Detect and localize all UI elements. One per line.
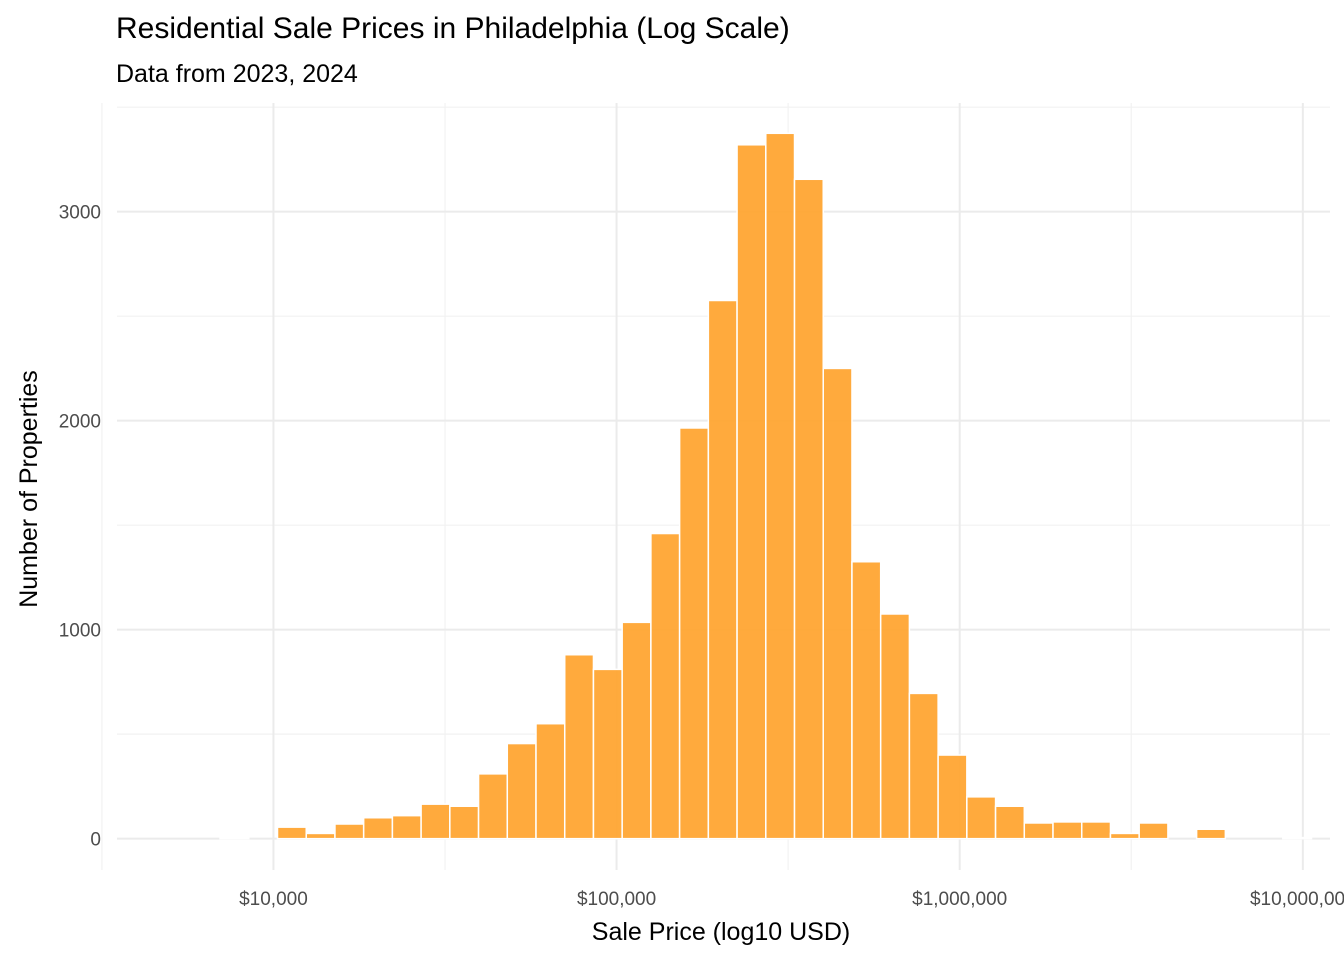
histogram-bar bbox=[276, 826, 307, 840]
histogram-bar bbox=[535, 722, 566, 840]
histogram-bar bbox=[305, 832, 336, 840]
chart-subtitle: Data from 2023, 2024 bbox=[116, 60, 358, 88]
y-axis-ticks: 0 1000 2000 3000 bbox=[59, 203, 101, 851]
x-tick-label: $10,000 bbox=[239, 889, 308, 910]
y-tick-label: 2000 bbox=[59, 412, 101, 433]
histogram-bar bbox=[477, 773, 509, 840]
histogram-bar bbox=[966, 796, 997, 840]
histogram-bar bbox=[765, 132, 796, 840]
histogram-bar bbox=[736, 144, 767, 840]
histogram-bar bbox=[1282, 836, 1313, 840]
histogram-bar bbox=[1109, 832, 1140, 840]
histogram-bar bbox=[621, 621, 652, 840]
y-axis-title: Number of Properties bbox=[15, 370, 43, 608]
histogram-bar bbox=[793, 178, 824, 840]
histogram-bar bbox=[391, 814, 422, 840]
x-tick-label: $100,000 bbox=[577, 889, 656, 910]
y-tick-label: 3000 bbox=[59, 203, 101, 224]
histogram-bar bbox=[592, 668, 623, 840]
histogram-bar bbox=[1080, 821, 1112, 840]
histogram-bar bbox=[362, 817, 394, 840]
histogram-bar bbox=[994, 805, 1026, 840]
x-axis-ticks: $10,000 $100,000 $1,000,000 $10,000,000 bbox=[239, 889, 1344, 910]
histogram-bar bbox=[851, 560, 882, 840]
histogram-bar bbox=[879, 613, 911, 840]
histogram-bar bbox=[219, 836, 250, 840]
x-tick-label: $10,000,000 bbox=[1250, 889, 1344, 910]
histogram-bar bbox=[908, 692, 939, 840]
x-tick-label: $1,000,000 bbox=[912, 889, 1007, 910]
y-tick-label: 0 bbox=[90, 830, 101, 851]
chart-title: Residential Sale Prices in Philadelphia … bbox=[116, 12, 790, 45]
histogram-bar bbox=[707, 299, 738, 840]
histogram-bar bbox=[1195, 828, 1227, 840]
histogram-bar bbox=[1138, 822, 1169, 840]
histogram-bar bbox=[420, 803, 451, 840]
histogram-bar bbox=[1023, 822, 1054, 840]
histogram-bar bbox=[506, 742, 537, 840]
histogram-bars bbox=[219, 132, 1313, 840]
histogram-bar bbox=[937, 754, 968, 840]
histogram-bar bbox=[334, 823, 365, 840]
histogram-bar bbox=[449, 805, 480, 840]
y-tick-label: 1000 bbox=[59, 621, 101, 642]
histogram-bar bbox=[822, 367, 853, 840]
x-axis-title: Sale Price (log10 USD) bbox=[592, 918, 850, 946]
histogram-bar bbox=[678, 427, 710, 840]
histogram-bar bbox=[563, 653, 595, 840]
histogram-bar bbox=[650, 532, 681, 840]
histogram-bar bbox=[1052, 821, 1083, 840]
